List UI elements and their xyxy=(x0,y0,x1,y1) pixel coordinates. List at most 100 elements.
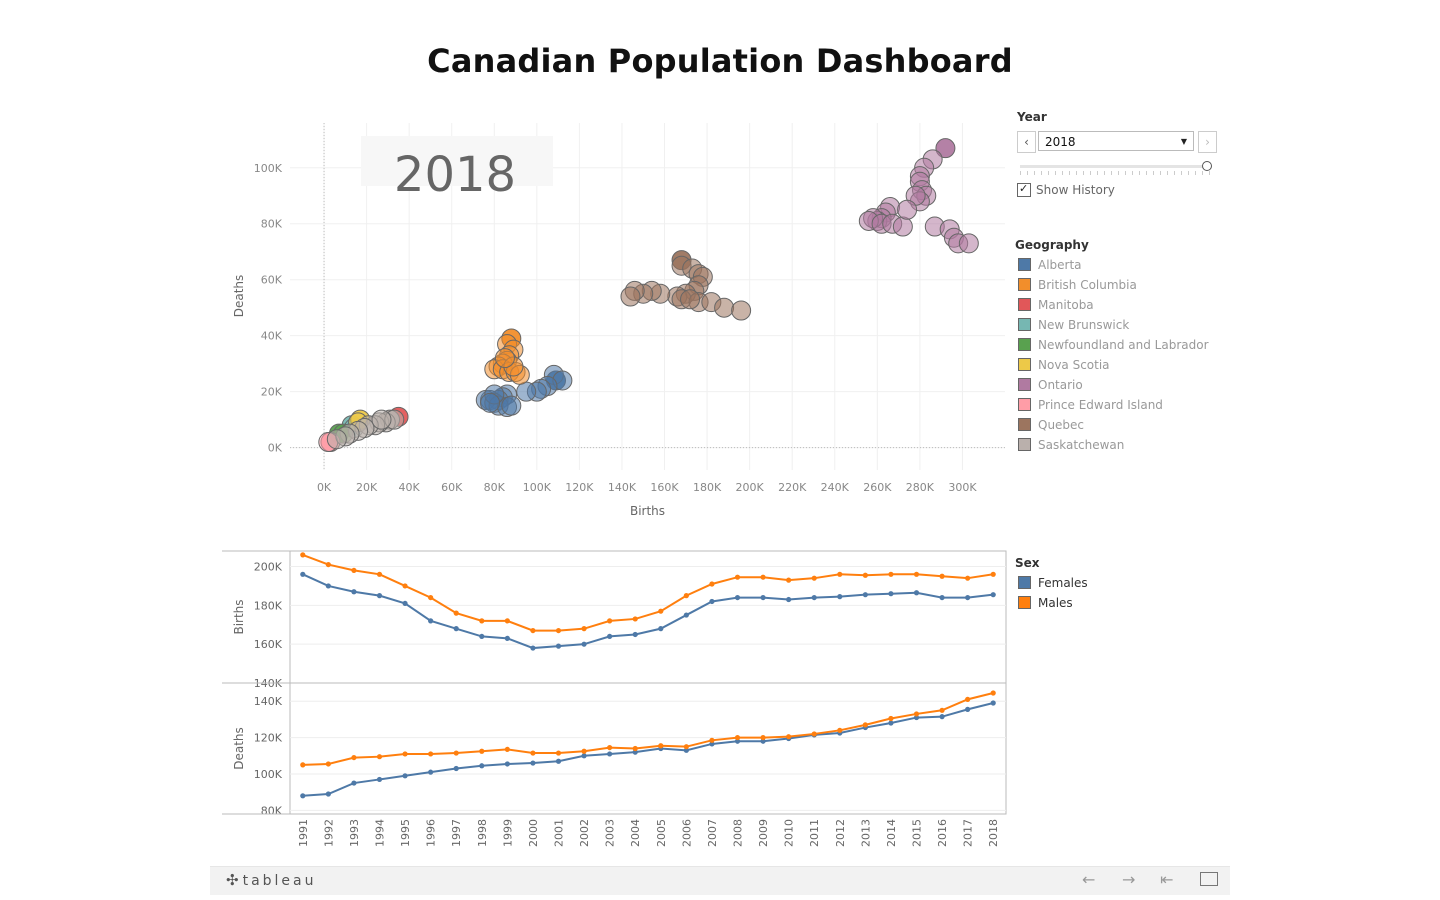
x-tick-label: 280K xyxy=(906,481,935,494)
series-point xyxy=(709,581,715,587)
series-point xyxy=(965,706,971,712)
x-tick-label: 1991 xyxy=(297,819,310,847)
series-point xyxy=(504,635,510,641)
series-point xyxy=(479,618,485,624)
legend-label: Saskatchewan xyxy=(1038,438,1125,452)
legend-item[interactable]: Males xyxy=(1018,593,1073,613)
year-dropdown[interactable]: 2018 ▼ xyxy=(1038,131,1194,151)
series-point xyxy=(990,700,996,706)
series-point xyxy=(837,727,843,733)
series-point xyxy=(428,769,434,775)
x-tick-label: 2018 xyxy=(987,819,1000,847)
series-point xyxy=(402,751,408,757)
legend-swatch xyxy=(1018,338,1031,351)
series-point xyxy=(530,627,536,634)
series-point xyxy=(351,754,357,761)
x-tick-label: 2012 xyxy=(834,819,847,847)
year-filter: ‹ 2018 ▼ › xyxy=(1017,131,1217,153)
series-point xyxy=(760,594,766,601)
year-slider-thumb[interactable] xyxy=(1202,161,1212,171)
legend-item[interactable]: Ontario xyxy=(1018,375,1083,395)
series-point xyxy=(530,645,536,651)
x-tick-label: 0K xyxy=(317,481,332,494)
undo-icon[interactable]: ← xyxy=(1082,870,1096,889)
x-tick-label: 220K xyxy=(778,481,807,494)
year-dropdown-value: 2018 xyxy=(1045,135,1076,149)
x-tick-label: 2000 xyxy=(527,819,540,847)
legend-item[interactable]: Newfoundland and Labrador xyxy=(1018,335,1209,355)
legend-item[interactable]: Nova Scotia xyxy=(1018,355,1110,375)
fullscreen-icon[interactable]: ​ xyxy=(1200,872,1218,886)
revert-icon[interactable]: ⇤ xyxy=(1160,870,1174,889)
series-point xyxy=(683,744,689,750)
legend-item[interactable]: Manitoba xyxy=(1018,295,1094,315)
series-point xyxy=(632,616,638,622)
y-axis-title: Deaths xyxy=(232,727,246,770)
series-point xyxy=(658,626,664,632)
series-point xyxy=(990,592,996,598)
x-axis-title: Births xyxy=(630,504,665,518)
x-tick-label: 300K xyxy=(948,481,977,494)
x-tick-label: 2010 xyxy=(783,819,796,847)
x-tick-label: 2017 xyxy=(962,819,975,847)
series-line xyxy=(302,702,994,797)
chevron-right-icon[interactable]: › xyxy=(1198,131,1217,153)
show-history-toggle[interactable]: ✓ Show History xyxy=(1017,182,1115,198)
series-point xyxy=(555,758,562,764)
x-tick-label: 2013 xyxy=(859,819,872,847)
year-slider-track[interactable] xyxy=(1020,165,1206,168)
series-point xyxy=(965,594,971,601)
series-point xyxy=(888,715,894,722)
legend-label: British Columbia xyxy=(1038,278,1137,292)
legend-swatch xyxy=(1018,358,1031,371)
legend-item[interactable]: Females xyxy=(1018,573,1088,593)
scatter-point xyxy=(731,300,752,321)
x-tick-label: 40K xyxy=(399,481,421,494)
series-point xyxy=(607,633,613,640)
show-history-checkbox[interactable]: ✓ xyxy=(1017,182,1031,197)
series-point xyxy=(428,594,434,601)
y-tick-label: 60K xyxy=(261,274,283,287)
series-point xyxy=(453,765,459,772)
redo-icon[interactable]: → xyxy=(1122,870,1136,889)
series-point xyxy=(734,574,741,580)
year-watermark: 2018 xyxy=(394,147,516,203)
year-watermark-bg xyxy=(361,136,553,186)
series-point xyxy=(453,626,459,632)
series-point xyxy=(709,737,715,743)
legend-item[interactable]: British Columbia xyxy=(1018,275,1137,295)
legend-label: Alberta xyxy=(1038,258,1082,272)
legend-item[interactable]: Saskatchewan xyxy=(1018,435,1124,455)
chevron-left-icon[interactable]: ‹ xyxy=(1017,131,1036,153)
series-point xyxy=(504,761,510,767)
series-point xyxy=(683,612,689,618)
series-point xyxy=(965,575,971,581)
legend-item[interactable]: New Brunswick xyxy=(1018,315,1129,335)
series-point xyxy=(479,763,485,769)
x-tick-label: 2007 xyxy=(706,819,719,847)
series-point xyxy=(811,731,817,737)
series-point xyxy=(504,618,510,624)
x-tick-label: 2001 xyxy=(553,819,566,847)
x-tick-label: 1997 xyxy=(450,819,463,847)
show-history-label: Show History xyxy=(1036,183,1115,197)
series-point xyxy=(632,745,638,752)
tableau-logo[interactable]: ✣ tableau xyxy=(226,871,317,889)
sex-legend-title: Sex xyxy=(1015,556,1040,570)
series-point xyxy=(811,575,817,581)
x-tick-label: 1994 xyxy=(374,819,387,847)
series-point xyxy=(632,631,638,638)
legend-label: Ontario xyxy=(1038,378,1083,392)
year-slider[interactable] xyxy=(1020,161,1212,182)
legend-item[interactable]: Prince Edward Island xyxy=(1018,395,1163,415)
series-line xyxy=(302,553,994,632)
y-axis-title: Births xyxy=(232,599,246,634)
caret-down-icon: ▼ xyxy=(1180,137,1187,146)
y-tick-label: 100K xyxy=(254,162,283,175)
legend-swatch xyxy=(1018,418,1031,431)
series-point xyxy=(683,747,689,753)
x-tick-label: 1995 xyxy=(399,819,412,847)
series-point xyxy=(300,552,306,558)
legend-item[interactable]: Alberta xyxy=(1018,255,1082,275)
legend-item[interactable]: Quebec xyxy=(1018,415,1084,435)
